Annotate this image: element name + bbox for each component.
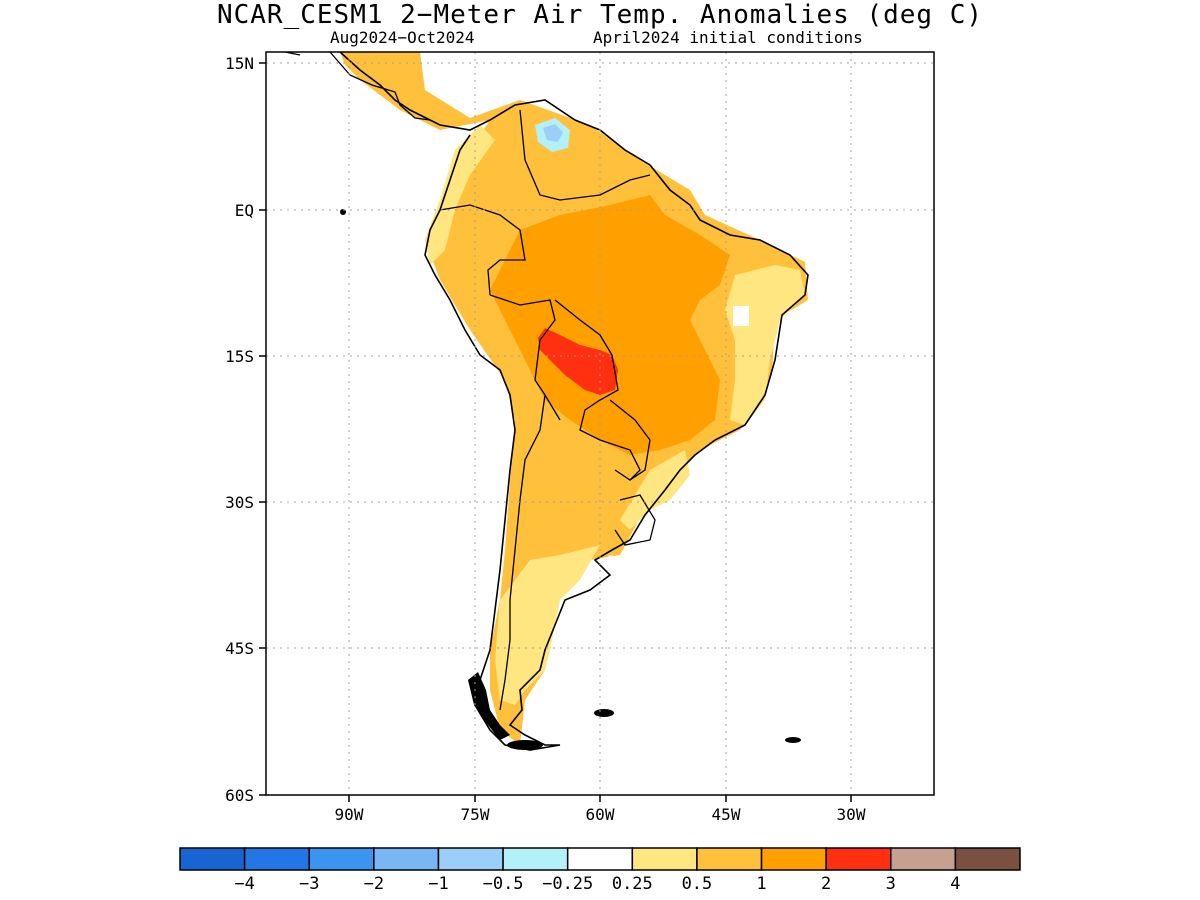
anomaly-region-0.25-0.5-east-brazil <box>725 265 805 425</box>
lat-label-15s: 15S <box>225 347 254 366</box>
map-subtitle-period: Aug2024−Oct2024 <box>330 28 475 47</box>
colorbar-label: 1 <box>756 874 766 894</box>
colorbar-swatch <box>954 847 1021 871</box>
colorbar-swatch <box>696 847 763 871</box>
near-zero-region-brazil-patch <box>733 306 749 326</box>
colorbar-swatch <box>566 847 634 871</box>
colorbar-swatch <box>825 847 892 871</box>
colorbar-swatch <box>502 847 569 871</box>
grid-lines <box>266 52 934 795</box>
near-zero-region-argentina <box>580 555 625 595</box>
lon-label-75w: 75W <box>461 805 490 824</box>
colorbar-label: −2 <box>364 874 384 894</box>
colorbar-swatch <box>308 847 375 871</box>
colorbar-swatch <box>373 847 440 871</box>
lon-label-30w: 30W <box>837 805 866 824</box>
coastline <box>339 52 809 751</box>
map-subtitle-initial-conditions: April2024 initial conditions <box>593 28 863 47</box>
colorbar-label: −4 <box>234 874 254 894</box>
colorbar-swatch <box>243 847 310 871</box>
lon-label-45w: 45W <box>712 805 741 824</box>
lon-label-60w: 60W <box>586 805 615 824</box>
colorbar-swatch <box>631 847 698 871</box>
colorbar-label: −0.5 <box>483 874 524 894</box>
colorbar-label: 0.5 <box>682 874 713 894</box>
lat-label-eq: EQ <box>235 201 254 220</box>
island-falklands <box>594 709 614 717</box>
anomaly-region-0.25-0.5-south <box>495 545 600 705</box>
colorbar-swatch <box>179 847 246 871</box>
anomaly-region-0.25-0.5-northwest <box>425 125 495 265</box>
colorbar-swatch <box>760 847 827 871</box>
tick-marks <box>259 62 852 802</box>
lon-label-90w: 90W <box>335 805 364 824</box>
anomaly-region-0.25-0.5-southeast <box>620 450 690 530</box>
lat-label-45s: 45S <box>225 639 254 658</box>
colorbar-label: 2 <box>821 874 831 894</box>
colorbar-swatch <box>437 847 504 871</box>
lat-label-30s: 30S <box>225 493 254 512</box>
chile-fjords <box>468 672 510 740</box>
country-borders <box>439 109 656 711</box>
colorbar-label: 0.25 <box>612 874 653 894</box>
island-tierra-del-fuego <box>507 740 543 750</box>
anomaly-region-neg0.5-neg1 <box>543 124 563 142</box>
lat-label-15n: 15N <box>225 54 254 73</box>
colorbar-label: −3 <box>299 874 319 894</box>
anomaly-region-1-2 <box>490 195 730 455</box>
colorbar-label: 3 <box>886 874 896 894</box>
island-south-georgia <box>785 737 801 743</box>
colorbar-swatch <box>890 847 957 871</box>
anomaly-region-2-3 <box>538 328 618 395</box>
lat-label-60s: 60S <box>225 786 254 805</box>
map-area <box>284 52 809 751</box>
colorbar: −4 −3 −2 −1 −0.5 −0.25 0.25 0.5 1 2 3 4 <box>179 847 1021 894</box>
map-title: NCAR_CESM1 2−Meter Air Temp. Anomalies (… <box>216 0 984 30</box>
colorbar-label: −1 <box>428 874 448 894</box>
colorbar-label: −0.25 <box>542 874 593 894</box>
colorbar-label: 4 <box>950 874 960 894</box>
